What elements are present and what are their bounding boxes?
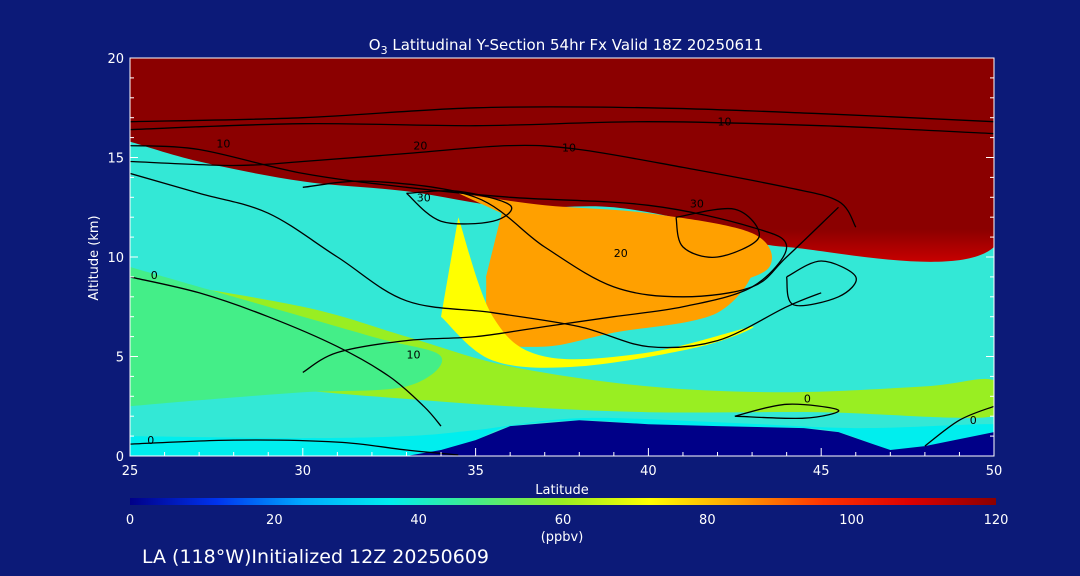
contour-label: 10 bbox=[718, 116, 732, 129]
contour-label: 20 bbox=[413, 140, 427, 153]
x-tick-label: 40 bbox=[640, 464, 657, 479]
contour-line bbox=[130, 121, 994, 135]
x-tick-label: 50 bbox=[986, 464, 1003, 479]
y-tick-label: 5 bbox=[116, 351, 124, 366]
x-axis: 25 30 35 40 45 50 bbox=[122, 448, 1003, 479]
contour-label: 0 bbox=[151, 269, 158, 282]
x-tick-label: 30 bbox=[295, 464, 312, 479]
colorbar-tick-label: 40 bbox=[410, 513, 427, 528]
colorbar-tick-label: 0 bbox=[126, 513, 134, 528]
contour-line bbox=[130, 172, 822, 349]
contour-label: 0 bbox=[147, 434, 154, 447]
contour-label: 30 bbox=[417, 191, 431, 204]
colorbar-ticks: 0 20 40 60 80 100 120 bbox=[126, 513, 1009, 528]
y-axis-label: Altitude (km) bbox=[87, 215, 102, 300]
colorbar-tick-label: 60 bbox=[555, 513, 572, 528]
contour-line bbox=[302, 180, 839, 298]
colorbar: 0 20 40 60 80 100 120 (ppbv) bbox=[126, 498, 1009, 545]
contour-line bbox=[406, 190, 513, 225]
ozone-region-stratosphere bbox=[130, 58, 994, 262]
contour-label: 0 bbox=[804, 392, 811, 405]
colorbar-label: (ppbv) bbox=[541, 530, 584, 545]
contour-line bbox=[130, 144, 857, 228]
y-tick-label: 10 bbox=[107, 251, 124, 266]
contour-label: 0 bbox=[970, 414, 977, 427]
contour-label: 20 bbox=[614, 247, 628, 260]
contour-line bbox=[130, 144, 788, 373]
chart-title: O3 Latitudinal Y-Section 54hr Fx Valid 1… bbox=[369, 36, 763, 57]
y-tick-label: 15 bbox=[107, 152, 124, 167]
contour-line bbox=[924, 405, 994, 447]
contour-line bbox=[785, 260, 857, 307]
contour-label: 10 bbox=[216, 138, 230, 151]
contour-label: 10 bbox=[407, 349, 421, 362]
ozone-fill-layers bbox=[130, 58, 994, 456]
colorbar-tick-label: 100 bbox=[839, 513, 864, 528]
x-tick-label: 35 bbox=[467, 464, 484, 479]
contour-line bbox=[130, 276, 442, 427]
y-axis: 0 5 10 15 20 bbox=[107, 52, 994, 465]
colorbar-tick-label: 80 bbox=[699, 513, 716, 528]
contour-line bbox=[130, 106, 994, 123]
x-axis-label: Latitude bbox=[535, 483, 589, 498]
contour-line bbox=[130, 439, 459, 456]
colorbar-tick-label: 120 bbox=[984, 513, 1009, 528]
ozone-region-low-trop bbox=[130, 267, 443, 407]
colorbar-tick-label: 20 bbox=[266, 513, 283, 528]
footer-text: LA (118°W)Initialized 12Z 20250609 bbox=[142, 546, 489, 568]
contour-label: 30 bbox=[690, 197, 704, 210]
ozone-region-mid-plume bbox=[486, 207, 755, 347]
y-tick-label: 0 bbox=[116, 450, 124, 465]
x-tick-label: 25 bbox=[122, 464, 139, 479]
ozone-region-surface bbox=[130, 417, 994, 456]
contour-line bbox=[675, 207, 761, 258]
colorbar-strip bbox=[130, 498, 996, 505]
x-tick-label: 45 bbox=[813, 464, 830, 479]
terrain-mask bbox=[406, 420, 994, 456]
y-tick-label: 20 bbox=[107, 52, 124, 67]
contour-line bbox=[734, 403, 840, 420]
